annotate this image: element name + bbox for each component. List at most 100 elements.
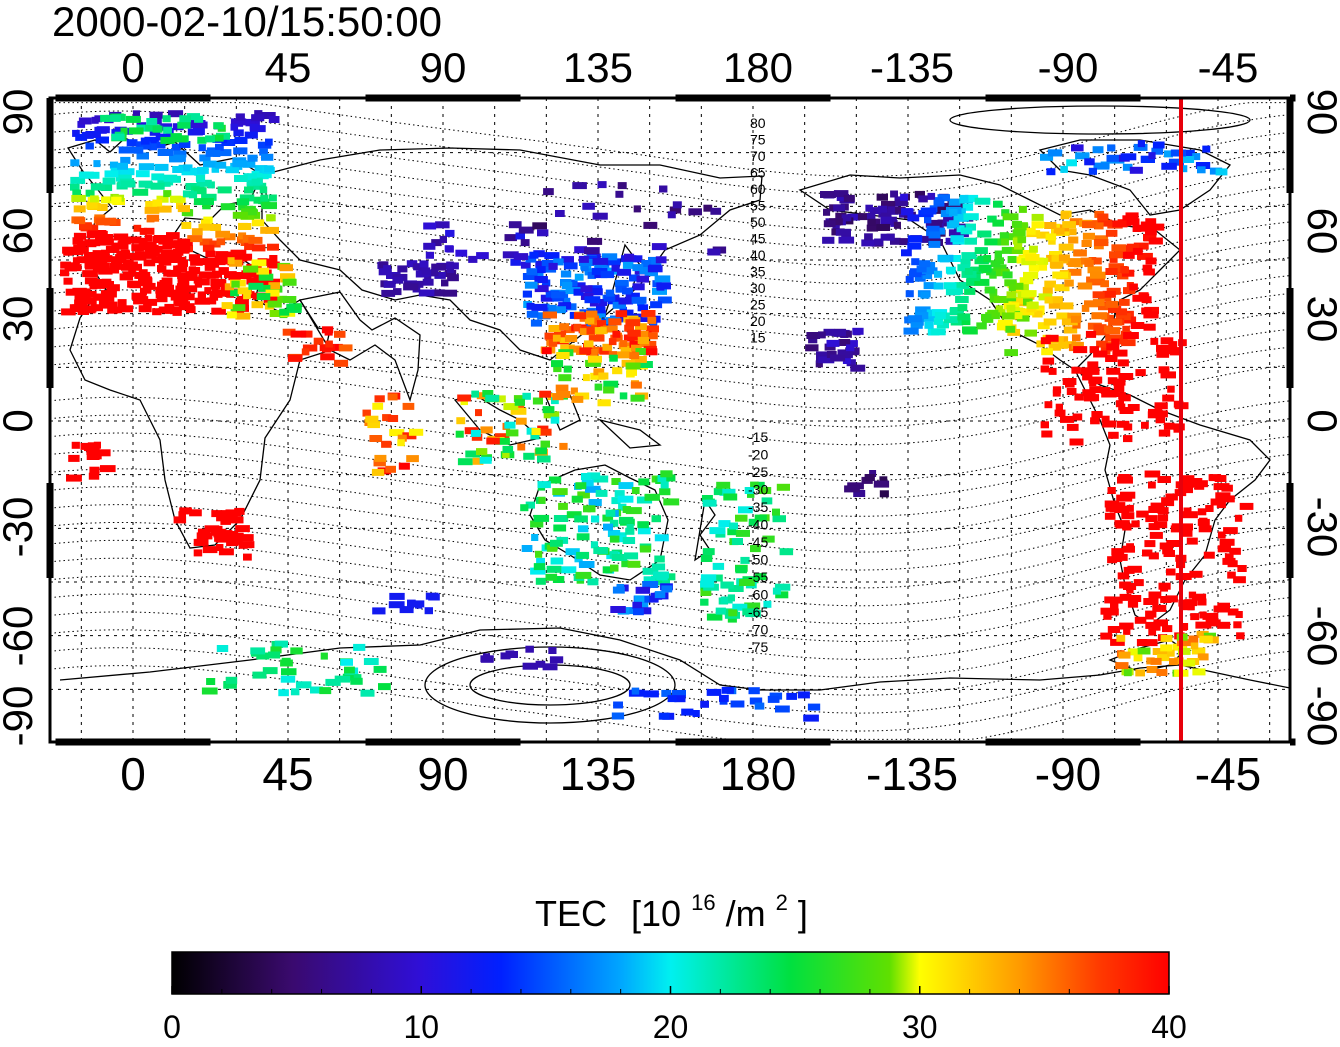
tec-patch <box>446 266 454 274</box>
tec-patch <box>744 487 754 494</box>
tec-patch <box>205 135 215 143</box>
tec-patch <box>597 181 607 189</box>
tec-patch <box>251 114 265 122</box>
bottom-lon-label: 45 <box>262 748 313 800</box>
tec-patch <box>1144 228 1157 236</box>
tec-patch <box>703 204 713 212</box>
tec-patch <box>85 142 94 150</box>
tec-patch <box>227 257 235 265</box>
tec-patch <box>320 353 335 361</box>
tec-patch <box>1130 322 1145 329</box>
tec-patch <box>603 325 618 333</box>
tec-patch <box>1192 593 1207 601</box>
tec-patch <box>654 534 669 542</box>
tec-patch <box>177 205 190 213</box>
tec-patch <box>211 284 219 292</box>
tec-patch <box>241 270 256 278</box>
tec-patch <box>78 117 92 125</box>
tec-patch <box>117 305 134 313</box>
tec-patch <box>1177 573 1192 580</box>
tec-patch <box>216 238 226 246</box>
tec-patch <box>1092 291 1105 299</box>
tec-patch <box>953 214 969 222</box>
tec-patch <box>183 164 193 172</box>
tec-patch <box>280 675 296 683</box>
tec-patch <box>445 270 457 277</box>
tec-patch <box>230 304 246 312</box>
contour-label: -65 <box>748 604 768 620</box>
tec-patch <box>931 328 946 336</box>
tec-patch <box>1180 165 1188 173</box>
tec-patch <box>756 481 765 489</box>
tec-patch <box>431 269 439 277</box>
tec-patch <box>418 289 435 297</box>
tec-patch <box>230 249 247 257</box>
tec-patch <box>625 507 642 515</box>
tec-patch <box>373 665 387 673</box>
tec-patch <box>1056 312 1070 320</box>
tec-patch <box>259 186 268 194</box>
tec-patch <box>648 256 661 264</box>
tec-patch <box>203 160 217 168</box>
tec-patch <box>893 221 901 229</box>
tec-patch <box>320 652 328 660</box>
tec-patch <box>1190 613 1200 621</box>
tec-patch <box>647 316 657 324</box>
tec-patch <box>1125 212 1139 220</box>
tec-patch <box>1121 266 1129 274</box>
tec-patch <box>120 180 136 188</box>
tec-patch <box>588 334 605 342</box>
tec-patch <box>922 267 938 275</box>
tec-patch <box>239 194 255 202</box>
tec-patch <box>907 235 923 243</box>
tec-patch <box>80 222 92 230</box>
tec-patch <box>1165 595 1178 603</box>
tec-patch <box>1135 669 1145 677</box>
tec-patch <box>362 409 371 417</box>
tec-patch <box>98 281 114 288</box>
tec-patch <box>1036 340 1045 348</box>
tec-patch <box>1152 141 1165 149</box>
tec-patch <box>220 203 236 211</box>
tec-patch <box>188 285 198 293</box>
tec-patch <box>381 289 396 297</box>
tec-patch <box>650 301 663 309</box>
tec-patch <box>471 390 479 398</box>
tec-patch <box>930 219 942 227</box>
tec-patch <box>879 490 889 498</box>
tec-patch <box>1093 239 1109 247</box>
tec-patch <box>611 712 625 720</box>
tec-patch <box>172 166 183 173</box>
tec-patch <box>225 676 238 684</box>
tec-patch <box>61 308 76 316</box>
tec-patch <box>197 166 209 174</box>
tec-patch <box>1088 167 1097 175</box>
tec-patch <box>550 539 563 547</box>
tec-patch <box>609 354 618 362</box>
tec-patch <box>1236 632 1245 640</box>
tec-patch <box>543 411 560 419</box>
tec-patch <box>186 113 200 121</box>
tec-patch <box>552 576 565 583</box>
tec-patch <box>524 281 538 289</box>
tec-patch <box>700 598 709 606</box>
tec-patch <box>1053 227 1065 235</box>
tec-patch <box>197 291 206 299</box>
tec-patch <box>945 288 961 296</box>
tec-patch <box>869 207 882 215</box>
tec-patch <box>945 266 956 274</box>
tec-patch <box>1082 373 1093 381</box>
tec-patch <box>990 260 1001 268</box>
tec-patch <box>660 470 673 478</box>
tec-patch <box>100 184 113 191</box>
tec-patch <box>612 330 621 338</box>
tec-patch <box>1104 596 1115 604</box>
tec-patch <box>805 344 819 352</box>
tec-patch <box>1197 653 1209 661</box>
tec-patch <box>520 261 531 269</box>
tec-patch <box>1235 611 1243 618</box>
left-latitude-labels: 9060300-30-60-90 <box>0 89 41 747</box>
contour-label: -40 <box>748 517 768 533</box>
tec-patch <box>584 316 595 324</box>
tec-patch <box>260 194 269 202</box>
